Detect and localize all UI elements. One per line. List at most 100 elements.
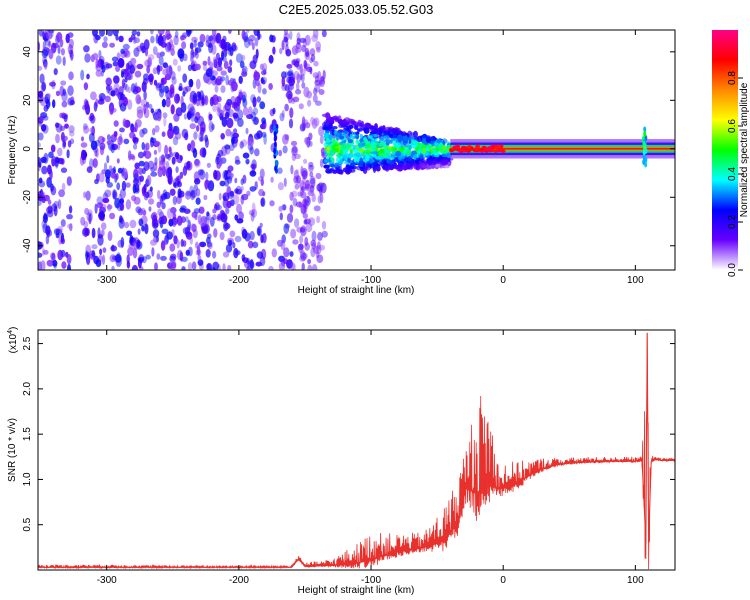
spectrogram-cell xyxy=(152,46,158,56)
spectrogram-cell xyxy=(51,79,56,90)
spectrogram-cell xyxy=(221,116,228,127)
spectrogram-cell xyxy=(317,231,323,241)
spectrogram-cell xyxy=(187,143,192,152)
spectrogram-cell xyxy=(296,37,301,45)
spectrogram-cell xyxy=(44,96,49,105)
spectrogram-cell xyxy=(334,117,339,123)
spectrogram-cell xyxy=(234,188,239,194)
spectrogram-cell xyxy=(114,87,119,96)
spectrogram-cell xyxy=(124,77,128,83)
spectrogram-cell xyxy=(212,30,217,37)
spectrogram-cell xyxy=(294,153,301,159)
spectrogram-cell xyxy=(38,194,43,200)
spectrogram-cell xyxy=(94,139,101,147)
spectrogram-cell xyxy=(251,208,258,218)
spectrogram-cell xyxy=(290,164,294,175)
spectrogram-cell xyxy=(281,40,285,51)
spectrogram-cell xyxy=(133,196,141,205)
spectrogram-cell xyxy=(250,163,257,169)
spectrogram-cell xyxy=(305,222,313,233)
spectrogram-cell xyxy=(291,146,298,156)
spectrogram-cell xyxy=(105,77,112,86)
spectrogram-cell xyxy=(199,90,205,101)
spectrogram-cell xyxy=(169,243,176,252)
spectrogram-cell xyxy=(325,112,331,119)
spectrogram-cell xyxy=(402,164,408,171)
spectrogram-cell xyxy=(93,101,98,112)
spectrogram-cell xyxy=(85,251,90,258)
spectrogram-cell xyxy=(50,144,56,153)
carrier-cell xyxy=(488,148,494,153)
spectrogram-cell xyxy=(311,230,317,242)
spectrogram-cell xyxy=(224,144,231,150)
spectrogram-cell xyxy=(299,37,306,44)
spectrogram-cell xyxy=(187,111,192,120)
spectrogram-cell xyxy=(98,172,105,183)
spectrogram-cell xyxy=(256,130,263,139)
spectrogram-y-axis: -40 -20 0 20 40 xyxy=(22,46,675,253)
spectrogram-cell xyxy=(40,156,47,163)
spectrogram-cell xyxy=(132,64,137,71)
spectrogram-cell xyxy=(435,163,441,168)
spectrogram-cell xyxy=(89,158,94,169)
spectrogram-cell xyxy=(300,252,307,261)
spectrogram-cell xyxy=(434,160,439,165)
spectrogram-cell xyxy=(249,170,257,177)
spectrogram-cell xyxy=(207,241,213,250)
spectrogram-cell xyxy=(194,63,201,71)
spectrogram-cell xyxy=(227,264,232,270)
spectrogram-cell xyxy=(301,82,306,89)
spectrogram-cell xyxy=(157,30,165,36)
spectrogram-cell xyxy=(257,227,261,236)
spectrogram-cell xyxy=(122,118,127,127)
spectrogram-cell xyxy=(285,48,292,57)
spectrogram-cell xyxy=(107,230,113,242)
spectrogram-cell xyxy=(272,107,276,115)
spectrogram-cell xyxy=(311,118,318,129)
spectrogram-cell xyxy=(163,117,167,127)
y-tick-label: -40 xyxy=(22,238,33,253)
spectrogram-cell xyxy=(284,84,291,92)
spectrogram-cell xyxy=(374,128,378,135)
spectrogram-cell xyxy=(130,34,136,40)
spectrogram-cell xyxy=(282,204,286,211)
spectrogram-cell xyxy=(88,213,92,225)
spectrogram-cell xyxy=(244,260,251,269)
spectrogram-cell xyxy=(106,155,110,164)
spectrogram-cell xyxy=(143,103,147,115)
spectrogram-cell xyxy=(153,162,158,172)
spectrogram-cell xyxy=(57,199,62,210)
spectrogram-cell xyxy=(57,44,61,55)
spectrogram-cell xyxy=(295,201,303,208)
spectrogram-cell xyxy=(248,106,253,116)
spectrogram-cell xyxy=(249,186,257,192)
spectrogram-cell xyxy=(82,227,89,236)
spectrogram-cell xyxy=(131,264,139,270)
spectrogram-cell xyxy=(367,135,373,139)
spectrogram-cell xyxy=(41,248,46,256)
spectrogram-cell xyxy=(212,208,217,214)
spectrogram-cell xyxy=(397,135,402,143)
spectrogram-cell xyxy=(310,53,316,63)
spectrogram-cell xyxy=(179,251,184,262)
spectrogram-cell xyxy=(307,99,312,107)
spectrogram-cell xyxy=(156,52,161,59)
spectrogram-cell xyxy=(178,82,183,91)
spectrogram-cell xyxy=(161,228,169,234)
spectrogram-cell xyxy=(169,148,173,156)
spectrogram-cell xyxy=(238,89,243,98)
feature-streak xyxy=(273,148,277,154)
spectrogram-cell xyxy=(347,139,353,144)
spectrogram-cell xyxy=(96,202,103,209)
spectrogram-cell xyxy=(406,149,412,156)
spectrogram-cell xyxy=(222,170,229,180)
spectrogram-cell xyxy=(245,30,250,33)
spectrogram-cell xyxy=(298,103,304,110)
spectrogram-cell xyxy=(38,116,44,124)
spectrogram-cell xyxy=(104,169,111,180)
spectrogram-cell xyxy=(207,233,212,239)
spectrogram-cell xyxy=(190,140,196,149)
spectrogram-cell xyxy=(106,83,111,94)
spectrogram-cell xyxy=(292,239,299,245)
spectrogram-cell xyxy=(232,112,239,119)
